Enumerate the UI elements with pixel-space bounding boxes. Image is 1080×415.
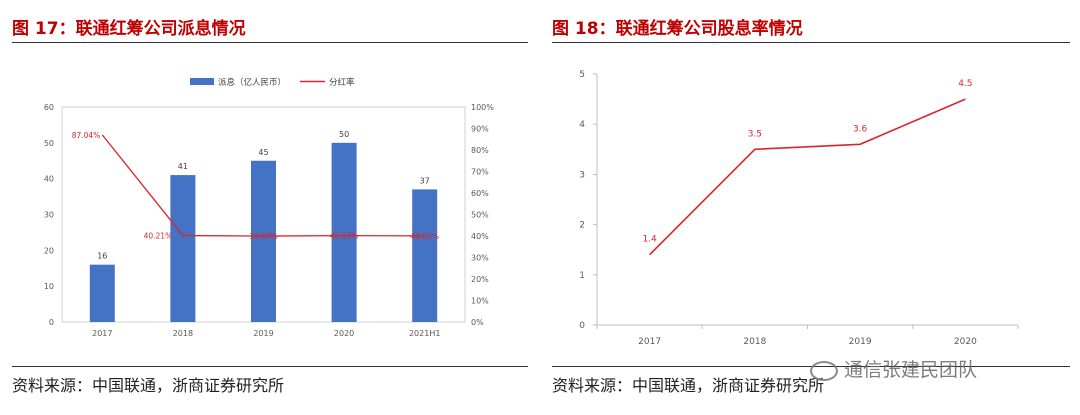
bar-value-label: 50 — [339, 130, 349, 139]
x-tick-label: 2018 — [173, 329, 193, 338]
line-value-label: 87.04% — [72, 131, 101, 140]
line-value-label: 40.06% — [410, 232, 439, 241]
bar — [170, 175, 196, 322]
payout-ratio-line — [101, 134, 425, 237]
y2-tick-label: 70% — [471, 168, 489, 177]
x-tick-label: 2018 — [743, 337, 766, 347]
x-tick-label: 2017 — [92, 329, 112, 338]
dividend-chart-title: 图 17：联通红筹公司派息情况 — [12, 19, 246, 39]
y2-tick-label: 50% — [471, 211, 489, 220]
source-divider — [12, 366, 528, 367]
y2-tick-label: 60% — [471, 189, 489, 198]
x-tick-label: 2021H1 — [409, 329, 440, 338]
y-tick-label: 1 — [579, 271, 585, 281]
y2-tick-label: 90% — [471, 125, 489, 134]
wechat-icon — [810, 360, 838, 381]
bar — [331, 142, 357, 322]
legend-bar-swatch — [190, 78, 214, 85]
y2-tick-label: 10% — [471, 297, 489, 306]
y-tick-label: 0 — [49, 318, 54, 327]
bar-value-label: 16 — [97, 252, 107, 261]
y2-tick-label: 20% — [471, 275, 489, 284]
bar — [251, 160, 276, 322]
line-value-label: 40.17% — [330, 232, 359, 241]
y2-tick-label: 80% — [471, 146, 489, 155]
line-value-label: 40.21% — [144, 232, 173, 241]
line-value-label: 39.97% — [249, 232, 278, 241]
x-tick-label: 2019 — [849, 337, 872, 347]
legend-line-label: 分红率 — [329, 77, 355, 88]
y-tick-label: 3 — [579, 170, 585, 180]
y2-tick-label: 40% — [471, 232, 489, 241]
y-tick-label: 30 — [44, 211, 54, 220]
legend-bar-label: 派息（亿人民币） — [218, 77, 286, 88]
point-value-label: 3.5 — [748, 129, 762, 139]
x-tick-label: 2017 — [638, 337, 661, 347]
yield-chart-title: 图 18：联通红筹公司股息率情况 — [552, 19, 803, 39]
x-tick-label: 2019 — [253, 329, 273, 338]
dividend-chart: 0 10 20 30 40 50 60 0% 10% 20% 30% 40% 50% 60% 70% 80% 9… — [44, 77, 494, 338]
y-tick-label: 5 — [579, 70, 585, 80]
y-tick-label: 10 — [44, 282, 54, 291]
x-tick-label: 2020 — [954, 337, 977, 347]
x-tick-label: 2020 — [334, 329, 354, 338]
yield-line — [649, 98, 966, 256]
y2-tick-label: 100% — [471, 103, 494, 112]
y-tick-label: 40 — [44, 175, 54, 184]
y-tick-label: 60 — [44, 103, 54, 112]
yield-panel: 图 18：联通红筹公司股息率情况 0 1 2 3 4 5 2017 2018 2019 2020 1… — [540, 0, 1080, 415]
y-tick-label: 50 — [44, 139, 54, 148]
point-value-label: 4.5 — [958, 79, 972, 89]
watermark: 通信张建民团队 — [810, 355, 977, 382]
title-divider — [12, 42, 528, 43]
bar-value-label: 37 — [420, 176, 430, 185]
watermark-text: 通信张建民团队 — [844, 359, 978, 381]
point-value-label: 1.4 — [642, 235, 657, 245]
title-divider — [552, 42, 1070, 43]
y2-tick-label: 30% — [471, 254, 489, 263]
dividend-panel: 图 17：联通红筹公司派息情况 0 10 20 30 40 50 60 0% 10% 20% 30%… — [0, 0, 530, 415]
point-value-label: 3.6 — [853, 124, 868, 134]
source-note: 资料来源：中国联通，浙商证券研究所 — [552, 376, 825, 395]
source-note: 资料来源：中国联通，浙商证券研究所 — [12, 376, 285, 395]
y2-tick-label: 0% — [471, 318, 484, 327]
bar-value-label: 45 — [258, 148, 268, 157]
bar — [89, 264, 115, 322]
y-tick-label: 2 — [579, 221, 585, 231]
y-tick-label: 4 — [579, 120, 585, 130]
bar — [412, 189, 438, 322]
y-tick-label: 20 — [44, 246, 54, 255]
bar-value-label: 41 — [178, 162, 188, 171]
yield-chart: 0 1 2 3 4 5 2017 2018 2019 2020 1.4 3.5 3.6 4.5 — [579, 70, 1019, 347]
y-tick-label: 0 — [579, 321, 585, 331]
